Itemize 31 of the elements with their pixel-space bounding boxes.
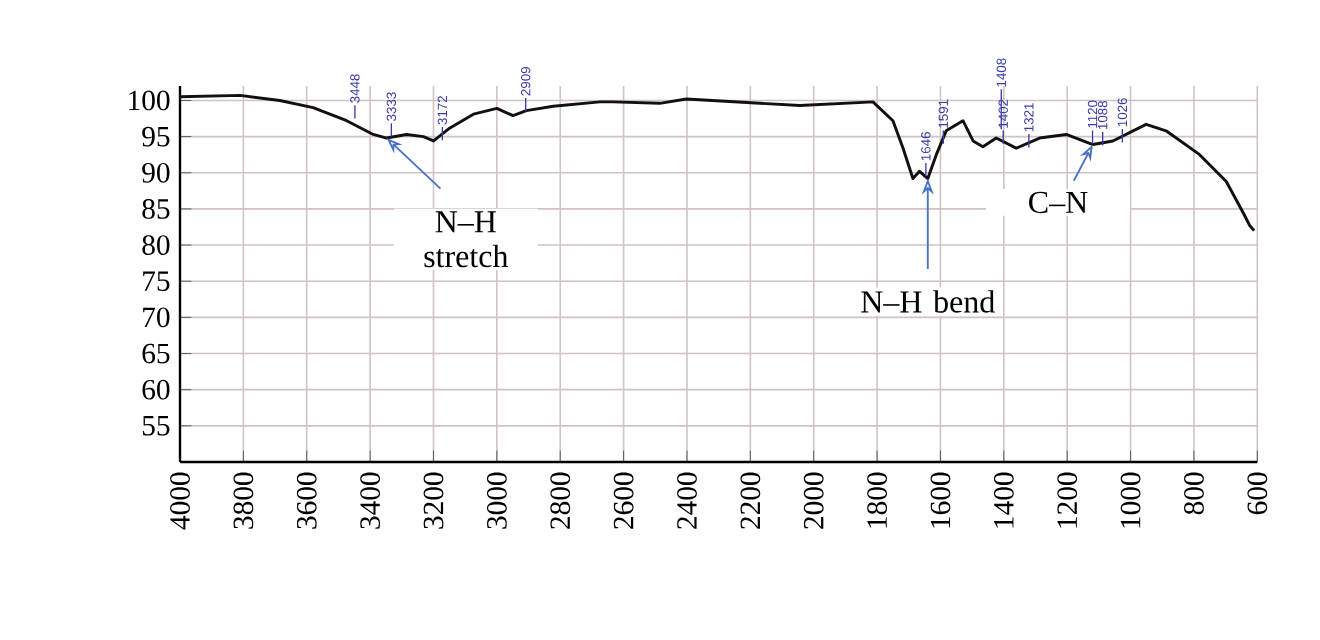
x-tick-label: 1000 — [1120, 472, 1141, 528]
y-tick-label: 90 — [142, 162, 170, 183]
x-tick-label: 1600 — [930, 472, 951, 528]
x-tick-label: 2600 — [613, 472, 634, 529]
x-tick-label: 3400 — [360, 472, 381, 529]
y-tick-label: 85 — [142, 199, 170, 219]
y-tick-label: 55 — [142, 416, 170, 436]
y-tick-label: 75 — [143, 271, 170, 291]
annotation: C–N — [1029, 191, 1088, 214]
annotation: N–H stretch — [424, 211, 509, 268]
x-tick-label: 600 — [1247, 472, 1268, 515]
x-tick-label: 3600 — [296, 472, 317, 529]
x-tick-label: 3000 — [486, 472, 507, 529]
y-tick-label: 80 — [142, 235, 170, 255]
x-tick-label: 4000 — [170, 472, 190, 530]
y-tick-label: 95 — [142, 126, 170, 147]
x-tick-label: 2800 — [550, 472, 571, 529]
y-tick-label: 100 — [129, 90, 170, 111]
x-tick-label: 1800 — [867, 472, 887, 528]
annotation: N–H bend — [861, 290, 995, 313]
x-tick-label: 2200 — [740, 472, 761, 529]
x-tick-label: 1200 — [1057, 472, 1078, 528]
x-tick-label: 3800 — [233, 472, 254, 529]
y-tick-label: 65 — [142, 343, 170, 364]
x-tick-label: 1400 — [993, 472, 1014, 528]
y-tick-label: 60 — [142, 379, 170, 400]
x-tick-label: 3200 — [423, 472, 444, 529]
x-tick-label: 800 — [1184, 472, 1204, 515]
y-tick-label: 70 — [143, 307, 170, 328]
x-tick-label: 2000 — [803, 472, 824, 529]
x-tick-label: 2400 — [677, 472, 697, 529]
